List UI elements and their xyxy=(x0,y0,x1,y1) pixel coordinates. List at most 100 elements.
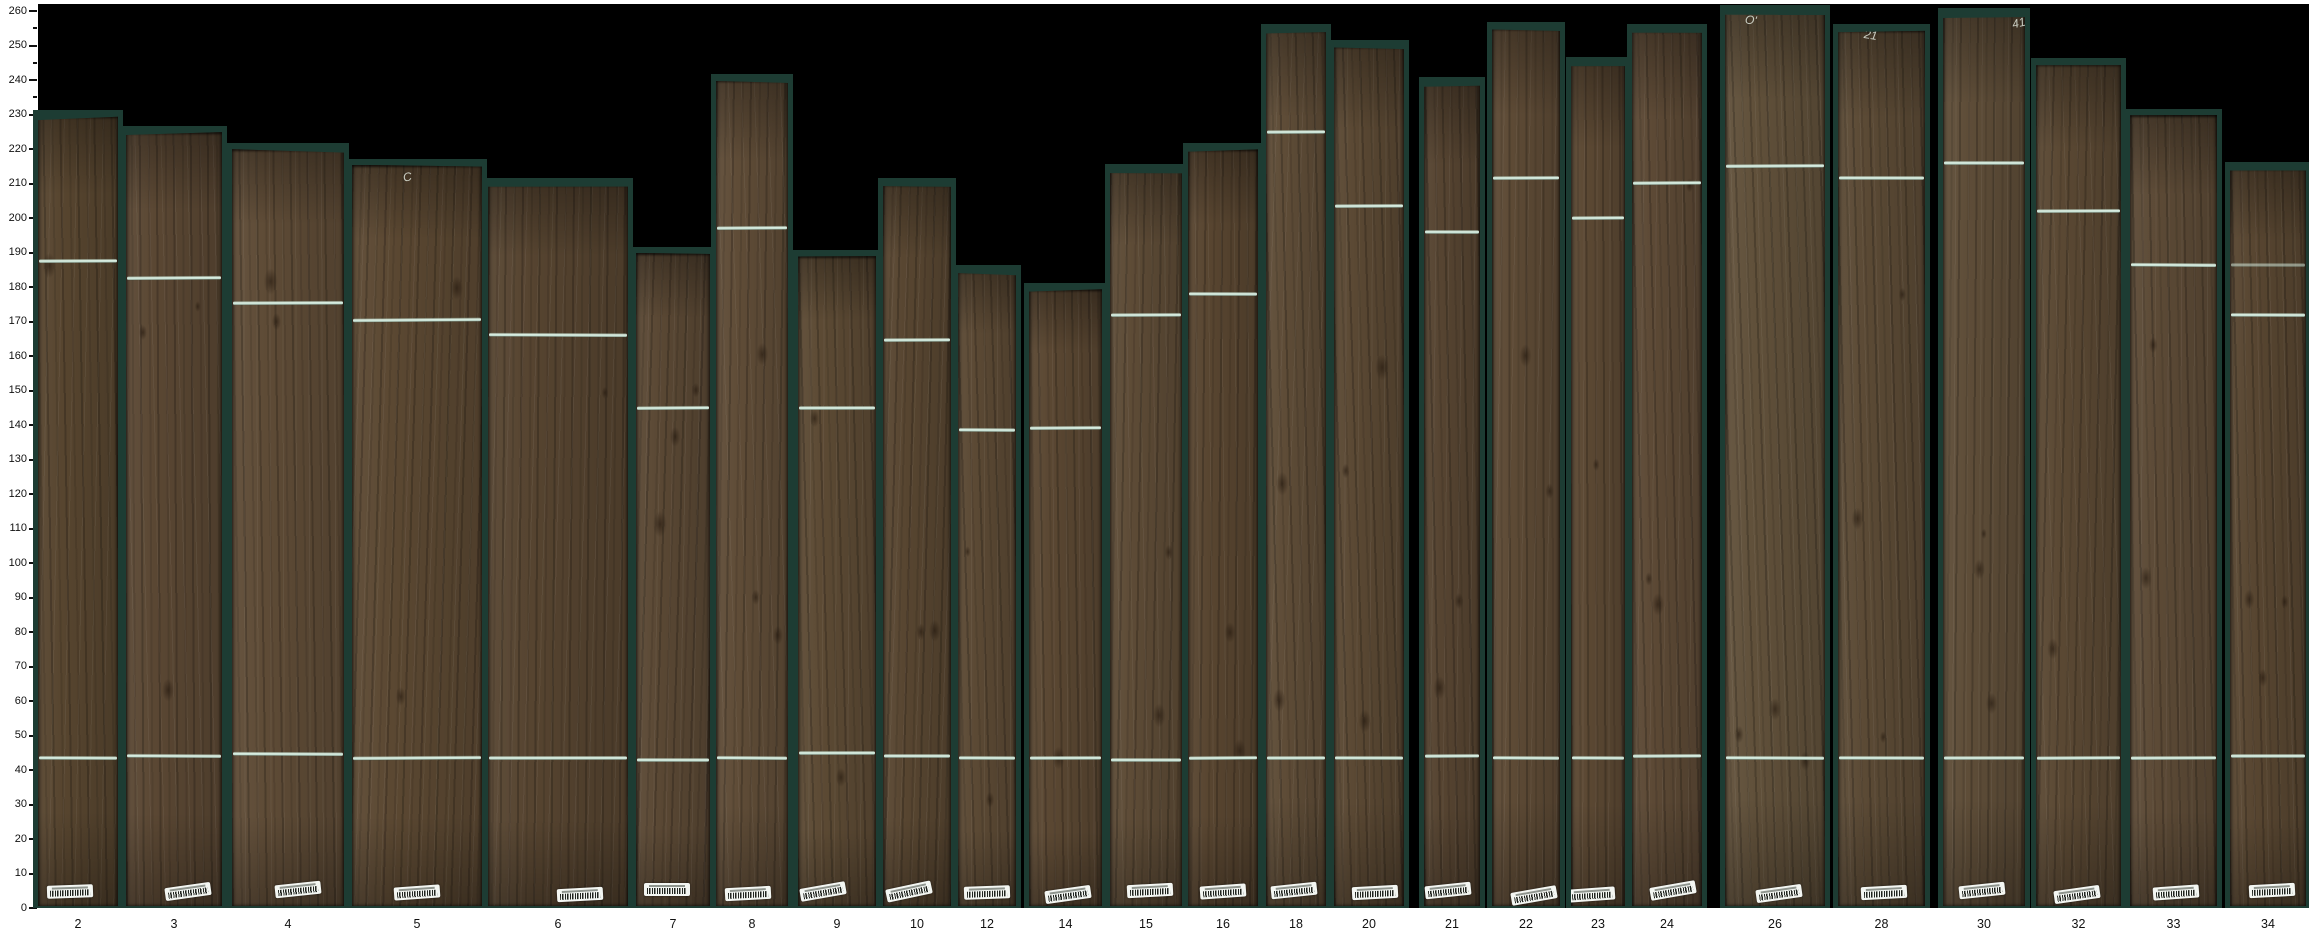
y-axis-label: 150 xyxy=(8,384,27,396)
y-axis-label: 260 xyxy=(8,4,27,17)
board-number-label: 15 xyxy=(1139,917,1153,931)
height-mark-line xyxy=(883,754,951,758)
height-mark-line xyxy=(1838,176,1925,180)
board-photo xyxy=(488,186,628,906)
barcode-sticker xyxy=(274,880,322,899)
barcode-sticker xyxy=(1649,879,1697,901)
board-photo: 21 xyxy=(1838,30,1925,906)
board-number-label: 9 xyxy=(833,917,841,931)
height-mark-line xyxy=(1632,754,1702,758)
y-axis-label: 20 xyxy=(14,832,27,845)
y-axis-minor-tick xyxy=(32,96,37,99)
height-mark-line xyxy=(2036,755,2121,760)
barcode-sticker xyxy=(885,880,933,903)
y-axis-label: 170 xyxy=(8,315,27,327)
y-axis-label: 30 xyxy=(14,798,27,810)
y-axis-major-tick xyxy=(29,79,37,81)
board-number-label: 28 xyxy=(1874,917,1889,931)
board-number-label: 16 xyxy=(1216,917,1230,931)
board-photo xyxy=(1424,85,1480,906)
height-mark-line xyxy=(716,755,788,760)
barcode-icon xyxy=(1863,889,1904,898)
y-axis-label: 90 xyxy=(14,591,27,603)
y-axis-major-tick xyxy=(29,10,37,12)
barcode-sticker xyxy=(963,885,1011,900)
height-mark-line xyxy=(1943,755,2025,760)
y-axis-major-tick xyxy=(29,907,37,909)
board-photo xyxy=(38,116,118,906)
height-mark-line xyxy=(1188,291,1258,296)
y-axis-minor-tick xyxy=(32,27,37,30)
barcode-sticker xyxy=(1270,881,1318,900)
board-number-label: 5 xyxy=(413,917,421,931)
height-mark-line xyxy=(1334,203,1404,208)
barcode-sticker xyxy=(1510,884,1558,906)
board-photo xyxy=(1334,47,1404,906)
height-mark-line xyxy=(1725,755,1825,760)
height-mark-line xyxy=(1266,755,1326,760)
board-photo xyxy=(1632,32,1702,906)
y-axis-label: 240 xyxy=(8,73,27,86)
height-mark-line xyxy=(958,755,1016,760)
board-photo xyxy=(798,256,876,906)
sticker-text-line xyxy=(649,885,685,888)
barcode-sticker xyxy=(1958,881,2006,900)
height-mark-line xyxy=(716,226,788,231)
barcode-icon xyxy=(647,888,687,895)
y-axis-label: 80 xyxy=(14,625,27,638)
board-photo xyxy=(883,186,951,906)
board-number-label: 32 xyxy=(2071,917,2086,931)
board-number-label: 22 xyxy=(1519,917,1533,931)
y-axis-label: 190 xyxy=(8,246,27,258)
height-mark-line xyxy=(636,757,710,762)
height-mark-line xyxy=(232,752,344,757)
height-mark-line xyxy=(1029,755,1102,760)
barcode-sticker xyxy=(393,884,441,901)
barcode-sticker xyxy=(164,881,212,901)
board-number-label: 12 xyxy=(980,917,994,931)
chalk-mark: C xyxy=(401,168,413,185)
barcode-icon xyxy=(560,891,600,900)
y-axis-label: 110 xyxy=(9,522,27,534)
board-photo xyxy=(1110,173,1182,906)
board-photo xyxy=(1266,32,1326,906)
height-mark-line xyxy=(1424,754,1480,758)
board-number-label: 14 xyxy=(1058,917,1073,931)
board-number-label: 34 xyxy=(2261,917,2275,931)
barcode-icon xyxy=(1130,888,1170,897)
barcode-icon xyxy=(967,890,1007,898)
board-number-label: 18 xyxy=(1289,917,1303,931)
board-photo xyxy=(636,252,710,906)
board-photo xyxy=(126,132,222,906)
height-mark-line xyxy=(352,317,482,322)
height-mark-line xyxy=(636,405,710,410)
height-mark-line xyxy=(1571,755,1625,760)
barcode-sticker xyxy=(1043,885,1092,905)
board-number-label: 2 xyxy=(74,917,82,931)
barcode-sticker xyxy=(2248,882,2296,899)
barcode-sticker xyxy=(46,884,94,900)
height-mark-line xyxy=(126,276,222,281)
y-axis-label: 180 xyxy=(8,280,27,293)
board-photo xyxy=(1029,289,1102,906)
barcode-icon xyxy=(2252,887,2292,896)
barcode-icon xyxy=(1572,891,1613,901)
y-axis-label: 250 xyxy=(8,39,27,51)
height-mark-line xyxy=(958,427,1016,432)
barcode-sticker xyxy=(1571,886,1616,903)
height-mark-line xyxy=(1110,312,1182,317)
board-number-label: 4 xyxy=(284,917,292,931)
y-axis-label: 50 xyxy=(14,729,27,741)
board-number-label: 30 xyxy=(1977,917,1991,931)
y-axis-label: 160 xyxy=(8,349,27,362)
board-number-label: 8 xyxy=(748,917,756,931)
board-number-label: 20 xyxy=(1362,917,1376,931)
height-mark-line xyxy=(1943,160,2025,165)
board-number-label: 23 xyxy=(1591,917,1605,931)
barcode-icon xyxy=(1355,890,1395,899)
board-photo xyxy=(232,149,344,906)
height-mark-line xyxy=(488,755,628,760)
height-mark-line xyxy=(2230,312,2306,317)
barcode-sticker xyxy=(1351,885,1399,901)
